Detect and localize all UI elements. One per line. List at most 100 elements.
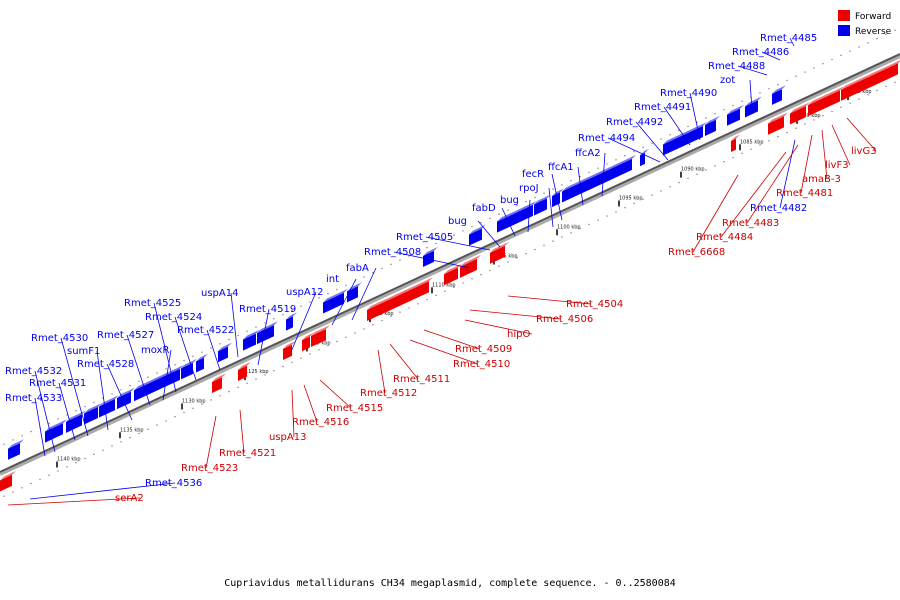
reverse-gene[interactable]: [66, 410, 86, 433]
reverse-gene[interactable]: [218, 342, 232, 363]
reverse-gene-label[interactable]: uspA12: [286, 287, 323, 298]
reverse-gene-label[interactable]: Rmet_4485: [760, 33, 817, 44]
forward-gene-label[interactable]: Rmet_4516: [292, 417, 349, 428]
reverse-gene-label[interactable]: fecR: [522, 169, 544, 180]
reverse-gene[interactable]: [705, 115, 720, 137]
forward-gene[interactable]: [311, 325, 330, 348]
reverse-gene[interactable]: [181, 358, 197, 380]
reverse-gene[interactable]: [286, 312, 297, 331]
forward-gene-label[interactable]: Rmet_4509: [455, 344, 512, 355]
reverse-gene-label[interactable]: Rmet_4525: [124, 298, 181, 309]
forward-gene[interactable]: [841, 80, 857, 101]
reverse-gene-label[interactable]: Rmet_4519: [239, 304, 296, 315]
forward-gene[interactable]: [0, 470, 16, 492]
reverse-gene-label[interactable]: fabA: [346, 263, 369, 274]
reverse-gene-label[interactable]: Rmet_4482: [750, 203, 807, 214]
reverse-gene-label[interactable]: Rmet_4491: [634, 102, 691, 113]
reverse-gene-label[interactable]: zot: [720, 75, 735, 86]
reverse-gene[interactable]: [8, 439, 24, 460]
forward-gene-label[interactable]: livF3: [825, 160, 849, 171]
reverse-gene[interactable]: [690, 121, 707, 143]
forward-gene-label[interactable]: Rmet_4510: [453, 359, 510, 370]
reverse-gene[interactable]: [52, 419, 67, 440]
reverse-gene-label[interactable]: Rmet_4527: [97, 330, 154, 341]
forward-gene[interactable]: [768, 115, 781, 135]
forward-gene-label[interactable]: Rmet_4511: [393, 374, 450, 385]
reverse-gene[interactable]: [257, 321, 278, 345]
forward-gene-label[interactable]: amaB-3: [802, 174, 841, 185]
forward-gene[interactable]: [238, 361, 251, 381]
reverse-gene-label[interactable]: Rmet_4533: [5, 393, 62, 404]
forward-gene-label[interactable]: Rmet_4515: [326, 403, 383, 414]
forward-gene[interactable]: [367, 296, 391, 322]
reverse-gene-label[interactable]: int: [326, 274, 339, 285]
reverse-gene-label[interactable]: Rmet_4532: [5, 366, 62, 377]
forward-gene-label[interactable]: Rmet_4483: [722, 218, 779, 229]
reverse-gene-label[interactable]: fabD: [472, 203, 496, 214]
reverse-gene-label[interactable]: Rmet_4536: [145, 478, 202, 489]
forward-gene[interactable]: [880, 59, 900, 83]
reverse-gene-label[interactable]: uspA14: [201, 288, 238, 299]
reverse-gene-label[interactable]: Rmet_4490: [660, 88, 717, 99]
reverse-gene-label[interactable]: Rmet_4524: [145, 312, 202, 323]
forward-gene[interactable]: [853, 74, 870, 96]
reverse-gene[interactable]: [99, 395, 119, 418]
reverse-gene-label[interactable]: Rmet_4492: [606, 117, 663, 128]
forward-gene[interactable]: [212, 373, 226, 394]
reverse-gene-label[interactable]: Rmet_4522: [177, 325, 234, 336]
reverse-gene[interactable]: [84, 402, 102, 425]
reverse-gene[interactable]: [727, 104, 744, 126]
reverse-gene[interactable]: [640, 148, 649, 167]
reverse-gene[interactable]: [772, 85, 786, 105]
forward-gene-label[interactable]: livG3: [851, 146, 877, 157]
reverse-gene[interactable]: [604, 154, 636, 183]
forward-gene-label[interactable]: Rmet_6668: [668, 247, 725, 258]
reverse-gene-label[interactable]: Rmet_4505: [396, 232, 453, 243]
reverse-gene-label[interactable]: ffcA1: [548, 162, 574, 173]
forward-gene-label[interactable]: Rmet_4504: [566, 299, 623, 310]
reverse-gene[interactable]: [469, 224, 486, 246]
forward-gene-label[interactable]: Rmet_4481: [776, 188, 833, 199]
reverse-gene-label[interactable]: Rmet_4530: [31, 333, 88, 344]
forward-gene[interactable]: [411, 277, 433, 301]
reverse-gene[interactable]: [497, 209, 518, 233]
reverse-gene[interactable]: [534, 194, 551, 216]
reverse-gene[interactable]: [562, 181, 578, 203]
forward-gene[interactable]: [826, 86, 844, 108]
forward-gene[interactable]: [444, 263, 462, 286]
reverse-gene-label[interactable]: ffcA2: [575, 148, 601, 159]
forward-gene-label[interactable]: Rmet_4484: [696, 232, 753, 243]
forward-gene[interactable]: [460, 254, 481, 278]
reverse-gene-label[interactable]: Rmet_4494: [578, 133, 635, 144]
forward-gene[interactable]: [790, 102, 810, 125]
forward-gene[interactable]: [283, 340, 296, 361]
reverse-gene-label[interactable]: Rmet_4488: [708, 61, 765, 72]
forward-gene-label[interactable]: Rmet_4521: [219, 448, 276, 459]
reverse-gene-label[interactable]: Rmet_4528: [77, 359, 134, 370]
reverse-gene[interactable]: [663, 131, 686, 156]
forward-gene[interactable]: [387, 285, 415, 312]
reverse-gene[interactable]: [323, 288, 348, 314]
reverse-gene-label[interactable]: rpoJ: [519, 183, 539, 194]
forward-gene-label[interactable]: Rmet_4506: [536, 314, 593, 325]
forward-gene-label[interactable]: Rmet_4512: [360, 388, 417, 399]
forward-gene[interactable]: [731, 134, 740, 152]
reverse-gene[interactable]: [423, 246, 438, 268]
forward-gene-label[interactable]: hipO: [507, 329, 530, 340]
reverse-gene-label[interactable]: sumF1: [67, 346, 100, 357]
forward-gene[interactable]: [302, 332, 314, 352]
forward-gene[interactable]: [490, 241, 509, 264]
forward-gene-label[interactable]: uspA13: [269, 432, 306, 443]
reverse-gene-label[interactable]: Rmet_4531: [29, 378, 86, 389]
forward-gene[interactable]: [866, 67, 884, 90]
forward-gene[interactable]: [777, 112, 788, 131]
reverse-gene-label[interactable]: Rmet_4508: [364, 247, 421, 258]
forward-gene-label[interactable]: serA2: [115, 493, 144, 504]
reverse-gene[interactable]: [196, 353, 208, 373]
reverse-gene-label[interactable]: Rmet_4486: [732, 47, 789, 58]
reverse-gene[interactable]: [514, 200, 537, 225]
reverse-gene-label[interactable]: bug: [448, 216, 467, 227]
reverse-gene[interactable]: [243, 329, 260, 351]
forward-gene-label[interactable]: Rmet_4523: [181, 463, 238, 474]
forward-gene[interactable]: [808, 92, 830, 117]
